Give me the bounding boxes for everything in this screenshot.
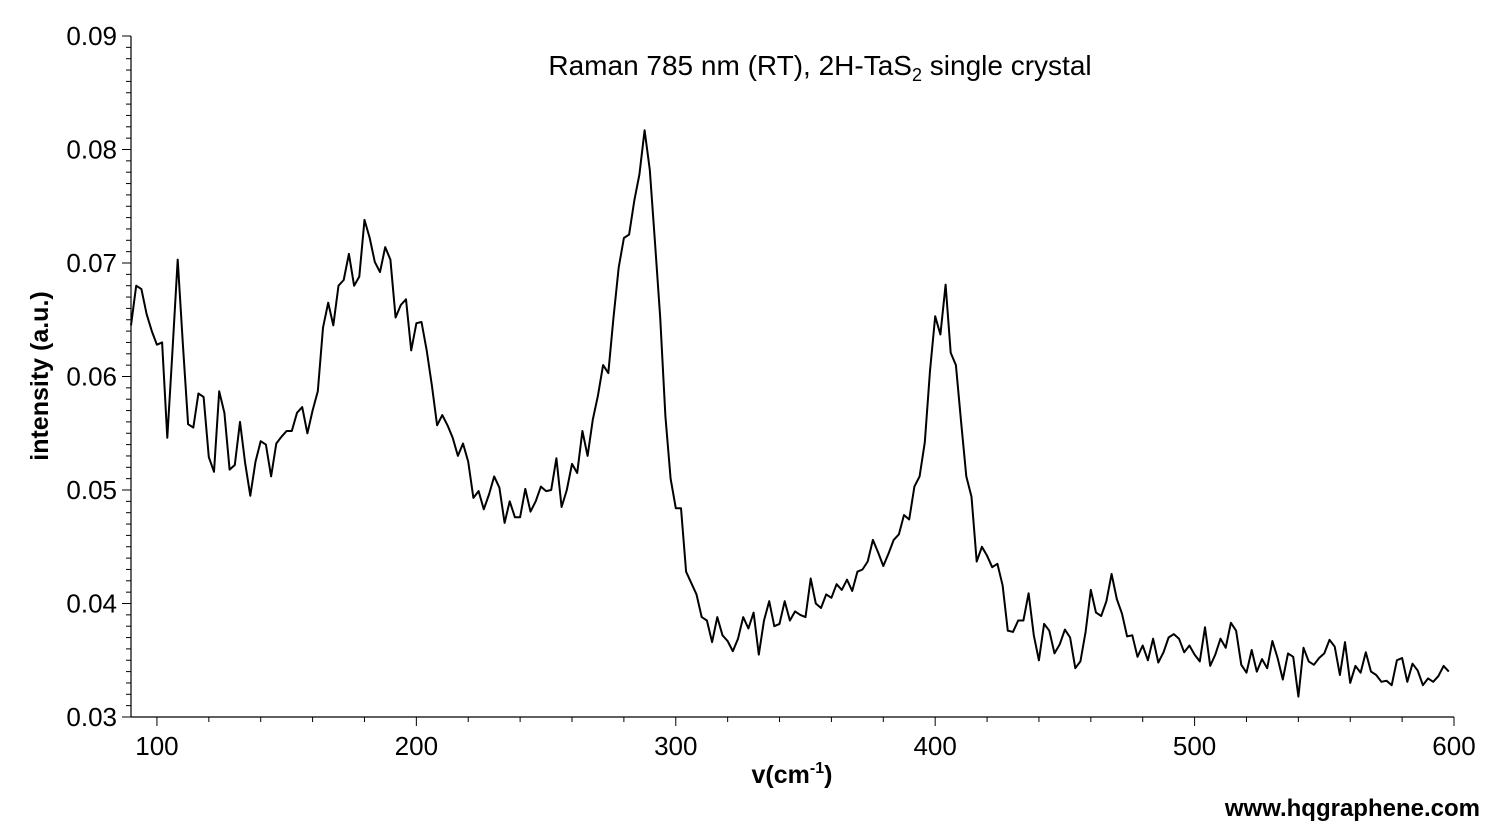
y-tick-label: 0.09 <box>66 21 117 51</box>
y-tick-label: 0.06 <box>66 362 117 392</box>
x-axis-title-main: v(cm <box>752 761 810 789</box>
x-tick-label: 600 <box>1432 731 1475 761</box>
y-axis-title: intensity (a.u.) <box>26 291 54 460</box>
x-axis-title: v(cm-1) <box>752 760 833 789</box>
y-tick-label: 0.03 <box>66 702 117 732</box>
x-tick-label: 300 <box>654 731 697 761</box>
x-tick-label: 200 <box>395 731 438 761</box>
chart-title-main: Raman 785 nm (RT), 2H-TaS <box>548 50 912 81</box>
y-tick-labels: 0.03 0.04 0.05 0.06 0.07 0.08 0.09 <box>66 21 117 732</box>
y-tick-label: 0.08 <box>66 135 117 165</box>
x-axis-title-superscript: -1 <box>810 760 824 777</box>
x-axis-title-suffix: ) <box>824 761 832 789</box>
chart-title-suffix: single crystal <box>922 50 1092 81</box>
x-tick-label: 100 <box>135 731 178 761</box>
y-tick-label: 0.05 <box>66 475 117 505</box>
series-line-raman <box>130 129 1450 698</box>
y-tick-label: 0.07 <box>66 248 117 278</box>
chart-title: Raman 785 nm (RT), 2H-TaS2 single crysta… <box>548 50 1091 85</box>
chart-title-subscript: 2 <box>912 65 922 85</box>
y-tick-label: 0.04 <box>66 589 117 619</box>
x-tick-labels: 100 200 300 400 500 600 <box>135 731 1475 761</box>
watermark-url: www.hqgraphene.com <box>1224 795 1480 822</box>
x-tick-label: 500 <box>1173 731 1216 761</box>
ticks <box>122 35 1455 726</box>
x-tick-label: 400 <box>913 731 956 761</box>
